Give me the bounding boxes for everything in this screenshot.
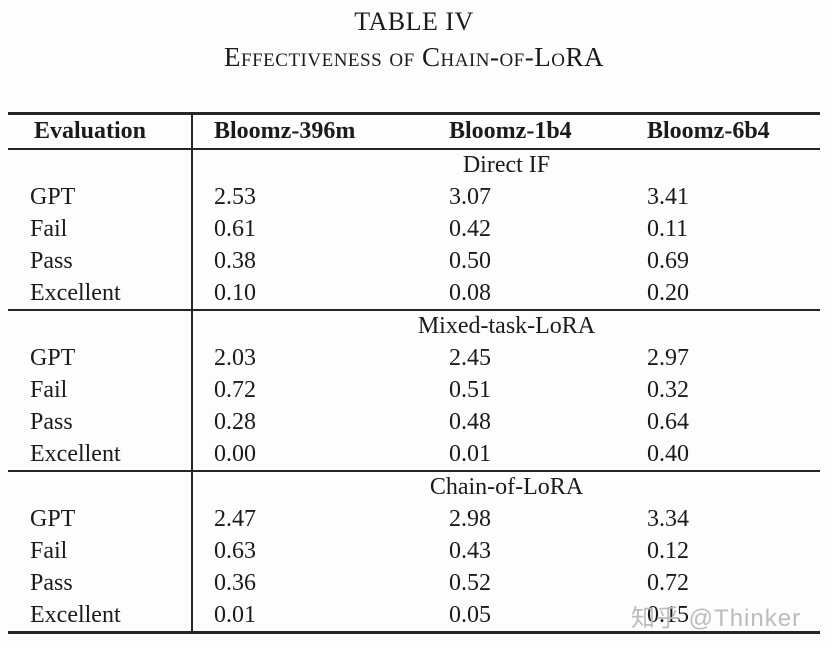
table-row: Excellent 0.10 0.08 0.20	[8, 277, 820, 309]
cell-value: 0.36	[214, 569, 256, 596]
results-table: Evaluation Bloomz-396m Bloomz-1b4 Bloomz…	[8, 112, 820, 634]
table-row: Pass 0.36 0.52 0.72	[8, 567, 820, 599]
cell-value: 0.64	[647, 408, 689, 435]
cell-value: 2.98	[449, 505, 491, 532]
cell-value: 0.00	[214, 440, 256, 467]
cell-value: 0.12	[647, 537, 689, 564]
cell-value: 0.52	[449, 569, 491, 596]
table-row: GPT 2.53 3.07 3.41	[8, 181, 820, 213]
row-label: Excellent	[8, 599, 193, 631]
cell-value: 0.20	[647, 279, 689, 306]
cell-value: 2.53	[214, 183, 256, 210]
table-row: Excellent 0.00 0.01 0.40	[8, 438, 820, 470]
cell-value: 0.05	[449, 601, 491, 628]
row-label: Fail	[8, 374, 193, 406]
cell-value: 0.43	[449, 537, 491, 564]
row-label: Pass	[8, 567, 193, 599]
table-row: Fail 0.63 0.43 0.12	[8, 535, 820, 567]
cell-value: 0.01	[449, 440, 491, 467]
table-row: Pass 0.28 0.48 0.64	[8, 406, 820, 438]
table-number: TABLE IV	[354, 7, 474, 36]
column-header-bloomz-396m: Bloomz-396m	[214, 118, 356, 144]
row-label: Fail	[8, 535, 193, 567]
table-row: Pass 0.38 0.50 0.69	[8, 245, 820, 277]
cell-value: 0.42	[449, 215, 491, 242]
section-title-row: Direct IF	[8, 150, 820, 181]
row-label: GPT	[8, 342, 193, 374]
cell-value: 0.38	[214, 247, 256, 274]
table-row: GPT 2.47 2.98 3.34	[8, 503, 820, 535]
section-title: Direct IF	[462, 152, 551, 178]
cell-value: 0.15	[647, 601, 689, 628]
zhihu-watermark: 知乎 @Thinker	[631, 605, 802, 632]
table-row: Fail 0.61 0.42 0.11	[8, 213, 820, 245]
cell-value: 0.63	[214, 537, 256, 564]
cell-value: 0.28	[214, 408, 256, 435]
section-title-spacer	[8, 150, 193, 181]
table-header-row: Evaluation Bloomz-396m Bloomz-1b4 Bloomz…	[8, 115, 820, 150]
table-subtitle: Effectiveness of Chain-of-LoRA	[224, 42, 604, 72]
cell-value: 0.40	[647, 440, 689, 467]
cell-value: 0.51	[449, 376, 491, 403]
row-label: Excellent	[8, 277, 193, 309]
cell-value: 2.03	[214, 344, 256, 371]
section-title: Mixed-task-LoRA	[417, 313, 596, 339]
section-title-row: Chain-of-LoRA	[8, 472, 820, 503]
cell-value: 0.50	[449, 247, 491, 274]
row-label: Excellent	[8, 438, 193, 470]
table-row: GPT 2.03 2.45 2.97	[8, 342, 820, 374]
cell-value: 0.10	[214, 279, 256, 306]
cell-value: 3.34	[647, 505, 689, 532]
cell-value: 3.41	[647, 183, 689, 210]
cell-value: 0.32	[647, 376, 689, 403]
section-title-spacer	[8, 311, 193, 342]
column-header-evaluation: Evaluation	[8, 115, 193, 148]
row-label: GPT	[8, 181, 193, 213]
cell-value: 3.07	[449, 183, 491, 210]
cell-value: 0.61	[214, 215, 256, 242]
column-header-bloomz-6b4: Bloomz-6b4	[647, 118, 770, 144]
cell-value: 0.69	[647, 247, 689, 274]
row-label: GPT	[8, 503, 193, 535]
section-title-spacer	[8, 472, 193, 503]
section-chain-of-lora: Chain-of-LoRA GPT 2.47 2.98 3.34 Fail 0.…	[8, 470, 820, 631]
row-label: Pass	[8, 245, 193, 277]
cell-value: 0.11	[647, 215, 689, 242]
cell-value: 0.72	[647, 569, 689, 596]
section-title: Chain-of-LoRA	[429, 474, 584, 500]
cell-value: 2.47	[214, 505, 256, 532]
row-label: Pass	[8, 406, 193, 438]
cell-value: 0.01	[214, 601, 256, 628]
cell-value: 2.97	[647, 344, 689, 371]
section-mixed-task-lora: Mixed-task-LoRA GPT 2.03 2.45 2.97 Fail …	[8, 309, 820, 470]
section-title-row: Mixed-task-LoRA	[8, 311, 820, 342]
table-row: Excellent 0.01 0.05 0.15	[8, 599, 820, 631]
cell-value: 2.45	[449, 344, 491, 371]
cell-value: 0.72	[214, 376, 256, 403]
table-caption: TABLE IV Effectiveness of Chain-of-LoRA	[8, 7, 820, 72]
column-header-bloomz-1b4: Bloomz-1b4	[449, 118, 572, 144]
row-label: Fail	[8, 213, 193, 245]
cell-value: 0.08	[449, 279, 491, 306]
table-row: Fail 0.72 0.51 0.32	[8, 374, 820, 406]
section-direct-if: Direct IF GPT 2.53 3.07 3.41 Fail 0.61 0…	[8, 150, 820, 309]
cell-value: 0.48	[449, 408, 491, 435]
